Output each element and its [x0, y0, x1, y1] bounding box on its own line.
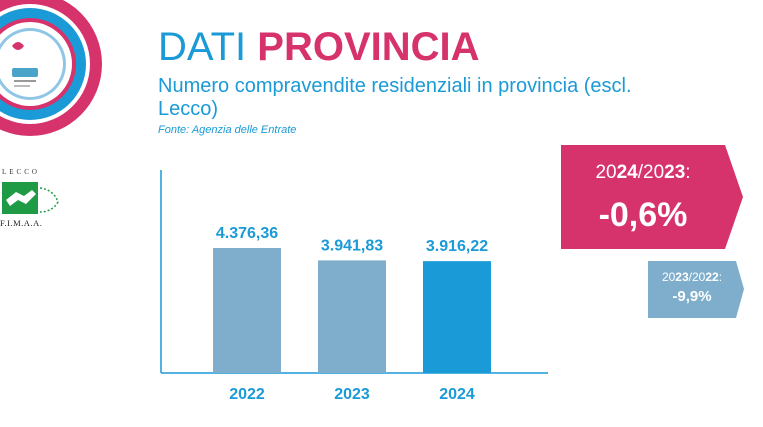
badge-change-2023-2022: 2023/2022: -9,9%	[648, 261, 744, 318]
bar	[318, 260, 386, 373]
comparison-part: 23	[675, 270, 689, 284]
badge-main-shape	[561, 145, 743, 249]
fimaa-logo: LECCO F.I.M.A.A.	[0, 168, 64, 232]
comparison-part: 24	[616, 162, 638, 183]
comparison-part: :	[718, 270, 723, 284]
x-tick-label: 2024	[439, 386, 475, 403]
fimaa-top-text: LECCO	[2, 168, 40, 176]
badge-small-value: -9,9%	[672, 288, 712, 305]
data-label: 3.941,83	[321, 237, 383, 254]
comparison-part: /20	[637, 162, 665, 183]
fimaa-bottom-text: F.I.M.A.A.	[0, 218, 43, 228]
handshake-icon	[2, 182, 59, 214]
comparison-part: 23	[664, 162, 686, 183]
comparison-part: 20	[595, 162, 617, 183]
page-title: DATI PROVINCIA	[158, 26, 480, 68]
badge-small-shape	[648, 261, 744, 318]
badge-main-value: -0,6%	[598, 196, 688, 234]
comparison-part: :	[685, 162, 691, 183]
data-label: 4.376,36	[216, 225, 278, 242]
x-tick-label: 2023	[334, 386, 370, 403]
comparison-part: /20	[688, 270, 706, 284]
title-part-provincia: PROVINCIA	[257, 25, 480, 69]
bar	[213, 247, 281, 373]
data-label: 3.916,22	[426, 238, 488, 255]
badge-main-comparison: 2024/2023:	[561, 162, 725, 184]
event-logo	[0, 0, 102, 136]
badge-change-2024-2023: 2024/2023: -0,6%	[561, 145, 743, 249]
bar	[423, 261, 491, 373]
bar-chart: 4.376,36 2022 3.941,83 2023 3.916,22 2024	[160, 170, 548, 403]
comparison-part: 20	[661, 270, 676, 284]
chart-subtitle: Numero compravendite residenziali in pro…	[158, 75, 632, 120]
title-part-dati: DATI	[158, 25, 258, 69]
badge-small-comparison: 2023/2022:	[648, 270, 736, 284]
x-tick-label: 2022	[229, 386, 265, 403]
comparison-part: 22	[705, 270, 719, 284]
data-source: Fonte: Agenzia delle Entrate	[158, 124, 297, 136]
